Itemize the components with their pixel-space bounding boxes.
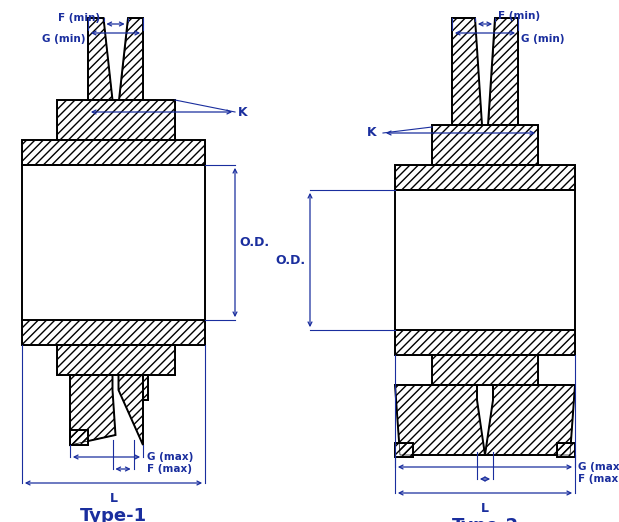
Text: F (min): F (min) [498,11,540,21]
Text: G (max): G (max) [147,452,193,462]
Polygon shape [70,430,88,445]
Polygon shape [395,443,413,457]
Polygon shape [57,100,175,140]
Text: K: K [367,126,377,139]
Polygon shape [70,375,116,445]
Bar [395,190,575,330]
Polygon shape [452,18,482,125]
Text: F (max): F (max) [147,464,192,474]
Text: F (min): F (min) [58,13,100,23]
Polygon shape [22,320,205,345]
Text: L: L [110,492,118,505]
Polygon shape [143,375,148,400]
Polygon shape [118,375,143,445]
Text: Type-1: Type-1 [80,507,147,522]
Text: G (min): G (min) [41,34,85,44]
Polygon shape [395,165,575,190]
Text: G (max): G (max) [578,462,619,472]
Text: G (min): G (min) [521,34,565,44]
Polygon shape [57,345,175,375]
Polygon shape [22,140,205,165]
Text: O.D.: O.D. [276,254,306,267]
Text: K: K [238,105,248,118]
Polygon shape [432,355,538,385]
Polygon shape [432,125,538,165]
Polygon shape [88,18,113,100]
Polygon shape [557,443,575,457]
Text: F (max): F (max) [578,474,619,484]
Polygon shape [118,18,143,100]
Polygon shape [485,385,575,455]
Polygon shape [395,385,485,455]
Polygon shape [488,18,518,125]
Text: L: L [481,502,489,515]
Polygon shape [395,330,575,355]
Text: O.D.: O.D. [239,236,269,249]
Text: Type-2: Type-2 [451,517,519,522]
Bar [22,165,205,320]
